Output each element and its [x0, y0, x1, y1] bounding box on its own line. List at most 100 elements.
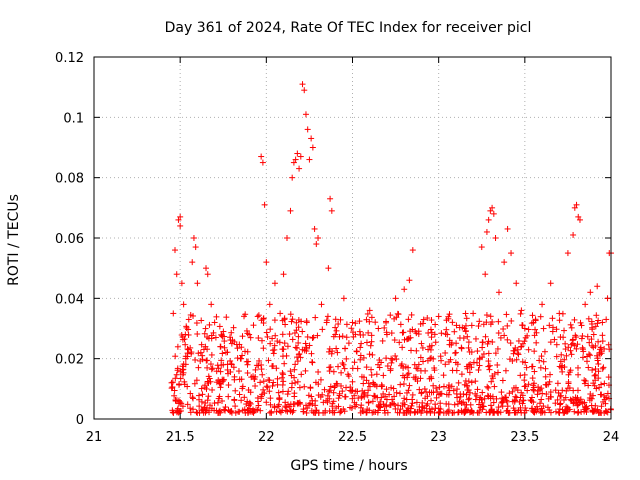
data-point: [431, 331, 438, 338]
data-point: [366, 383, 373, 390]
data-point: [489, 372, 496, 379]
data-point: [470, 310, 477, 317]
data-point: [380, 401, 387, 408]
data-point: [190, 406, 197, 413]
data-point: [599, 319, 606, 326]
data-point: [302, 340, 309, 347]
data-point: [173, 371, 180, 378]
data-point: [300, 408, 307, 415]
data-point: [464, 365, 471, 372]
data-point: [572, 394, 579, 401]
data-point: [590, 331, 597, 338]
data-point: [578, 335, 585, 342]
data-point: [269, 382, 276, 389]
data-point: [297, 400, 304, 407]
data-point: [403, 396, 410, 403]
data-point: [565, 378, 572, 385]
data-point: [238, 344, 245, 351]
data-point: [271, 317, 278, 324]
data-point: [309, 400, 316, 407]
data-point: [360, 380, 367, 387]
data-point: [168, 379, 175, 386]
data-point: [226, 334, 233, 341]
data-point: [576, 216, 583, 223]
data-point: [291, 401, 298, 408]
data-point: [322, 407, 329, 414]
data-point: [203, 265, 210, 272]
data-point: [492, 350, 499, 357]
data-point: [564, 385, 571, 392]
data-point: [205, 393, 212, 400]
data-point: [405, 316, 412, 323]
data-point: [448, 383, 455, 390]
data-point: [476, 318, 483, 325]
data-point: [211, 319, 218, 326]
data-point: [409, 391, 416, 398]
data-point: [563, 352, 570, 359]
data-point: [521, 338, 528, 345]
data-point: [332, 331, 339, 338]
data-point: [383, 403, 390, 410]
data-point: [589, 408, 596, 415]
data-point: [486, 366, 493, 373]
data-point: [427, 409, 434, 416]
data-point: [442, 349, 449, 356]
data-point: [512, 344, 519, 351]
data-point: [202, 343, 209, 350]
data-point: [279, 331, 286, 338]
data-point: [279, 388, 286, 395]
data-point: [465, 344, 472, 351]
data-point: [588, 402, 595, 409]
data-point: [485, 216, 492, 223]
data-point: [552, 408, 559, 415]
data-point: [358, 402, 365, 409]
data-point: [349, 387, 356, 394]
data-point: [570, 231, 577, 238]
data-point: [239, 333, 246, 340]
data-point: [208, 301, 215, 308]
data-point: [475, 366, 482, 373]
data-point: [598, 381, 605, 388]
data-point: [552, 400, 559, 407]
data-point: [368, 372, 375, 379]
data-point: [205, 380, 212, 387]
data-point: [592, 371, 599, 378]
data-point: [189, 394, 196, 401]
data-point: [437, 353, 444, 360]
data-point: [593, 352, 600, 359]
data-point: [290, 159, 297, 166]
data-point: [575, 401, 582, 408]
data-point: [367, 342, 374, 349]
data-point: [595, 317, 602, 324]
data-point: [546, 406, 553, 413]
data-point: [591, 372, 598, 379]
data-point: [387, 367, 394, 374]
data-point: [222, 404, 229, 411]
data-point: [294, 358, 301, 365]
data-point: [408, 402, 415, 409]
data-point: [391, 393, 398, 400]
data-point: [349, 365, 356, 372]
data-point: [247, 389, 254, 396]
data-point: [301, 383, 308, 390]
data-point: [483, 319, 490, 326]
data-point: [538, 405, 545, 412]
data-point: [242, 348, 249, 355]
data-point: [493, 395, 500, 402]
data-point: [488, 406, 495, 413]
data-point: [193, 409, 200, 416]
data-point: [306, 156, 313, 163]
data-point: [579, 354, 586, 361]
data-point: [244, 361, 251, 368]
data-point: [474, 348, 481, 355]
data-point: [485, 350, 492, 357]
data-point: [433, 394, 440, 401]
data-point: [511, 347, 518, 354]
axis-ticks: 21 21.5 22 22.5 23 23.5 24 0 0.02 0.04 0.06 0.08 0.1…: [55, 51, 619, 445]
data-point: [388, 359, 395, 366]
data-point: [568, 324, 575, 331]
data-point: [378, 394, 385, 401]
data-point: [180, 361, 187, 368]
data-point: [585, 382, 592, 389]
data-point: [208, 332, 215, 339]
